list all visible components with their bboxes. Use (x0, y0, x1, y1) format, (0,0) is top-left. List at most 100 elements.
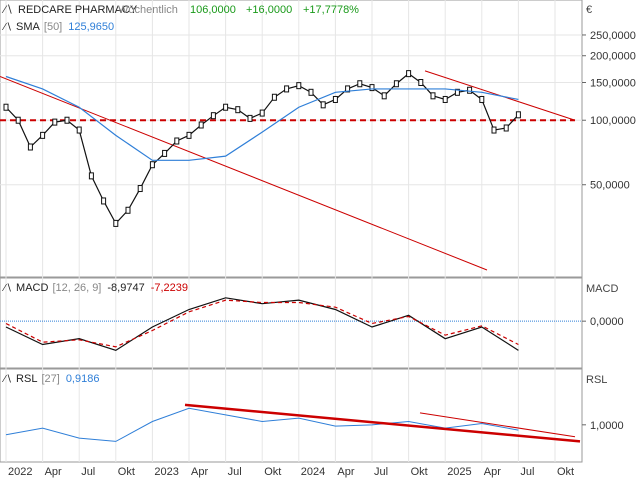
price-candle (418, 79, 424, 87)
x-tick-label: 2022 (8, 466, 32, 478)
price-candle (357, 80, 363, 88)
x-tick-label: Apr (45, 466, 62, 478)
price-candle (271, 93, 277, 101)
price-candle (259, 109, 265, 117)
x-tick-label: Okt (411, 466, 428, 478)
price-candle (235, 106, 241, 114)
svg-text:⁄∖RSL[27]0,9186: ⁄∖ RSL [27] 0,9186 (1, 373, 99, 385)
macd-axis-title: MACD (586, 283, 618, 295)
currency-symbol: € (586, 4, 592, 16)
price-candle (430, 92, 436, 100)
x-tick-label: Jul (520, 466, 534, 478)
price-candle (40, 131, 46, 139)
price-candle (345, 85, 351, 93)
price-candle (308, 88, 314, 96)
rsl-param: [27] (41, 373, 59, 385)
price-candle (503, 124, 509, 132)
grid-lines (0, 0, 582, 462)
price-candle (125, 206, 131, 214)
rsl-title: RSL (16, 373, 37, 385)
macd-legend: ⁄∖ MACD [12, 26, 9] -8,9747 -7,2239 MACD (1, 282, 618, 295)
rsl-line (5, 407, 519, 442)
price-candle (174, 137, 180, 145)
x-tick-label: Jul (81, 466, 95, 478)
rsl-legend: ⁄∖ RSL [27] 0,9186 RSL (1, 373, 607, 386)
price-candle (186, 131, 192, 139)
sma-param: [50] (44, 21, 62, 33)
macd-tick-label: 0,0000 (590, 316, 624, 328)
macd-layer (0, 297, 582, 351)
price-candle (320, 101, 326, 109)
price-candle (137, 185, 143, 193)
price-candle (113, 219, 119, 227)
sma-icon: ⁄∖ (1, 22, 12, 33)
x-tick-label: Apr (191, 466, 208, 478)
price-candle (210, 112, 216, 120)
period-label: Wöchentlich (118, 4, 178, 16)
price-candle (27, 143, 33, 151)
price-tick-label: 100,0000 (590, 115, 636, 127)
macd-value: -8,9747 (107, 282, 144, 294)
price-candle (332, 95, 338, 103)
chart-icon: ⁄∖ (1, 4, 13, 16)
price-candle (467, 86, 473, 94)
x-tick-label: 2023 (154, 466, 178, 478)
price-candle (296, 82, 302, 90)
rsl-trendline (184, 403, 581, 443)
price-candle (88, 172, 94, 180)
last-price: 106,0000 (190, 4, 236, 16)
rsl-tick-label: 1,0000 (590, 420, 624, 432)
price-candle (162, 149, 168, 157)
macd-signal-value: -7,2239 (151, 282, 188, 294)
price-candle (52, 118, 58, 126)
price-candle (284, 85, 290, 93)
x-tick-label: Okt (557, 466, 574, 478)
price-panel-bg (0, 0, 583, 278)
price-candle (442, 95, 448, 103)
price-candle (223, 103, 229, 111)
x-tick-label: 2024 (301, 466, 325, 478)
macd-title: MACD (16, 282, 48, 294)
price-candle (406, 70, 412, 78)
price-candle (15, 116, 21, 124)
price-candle (454, 88, 460, 96)
price-tick-label: 200,0000 (590, 51, 636, 63)
change-abs: +16,0000 (246, 4, 292, 16)
sma-value: 125,9650 (68, 21, 114, 33)
price-candle (381, 92, 387, 100)
x-tick-label: Apr (484, 466, 501, 478)
rsl-value: 0,9186 (66, 373, 100, 385)
price-candle (101, 197, 107, 205)
macd-panel-bg (0, 277, 583, 369)
sma-line (5, 75, 519, 161)
sma-name: SMA (16, 21, 41, 33)
rsl-icon: ⁄∖ (1, 374, 12, 385)
price-candle (247, 114, 253, 122)
x-tick-label: Okt (264, 466, 281, 478)
price-candle (198, 121, 204, 129)
price-candle (515, 111, 521, 119)
price-candle (3, 103, 9, 111)
macd-icon: ⁄∖ (1, 283, 12, 294)
change-pct: +17,7778% (303, 4, 359, 16)
rsl-upper-trendline (419, 412, 576, 438)
macd-param: [12, 26, 9] (52, 282, 101, 294)
x-tick-label: 2025 (447, 466, 471, 478)
price-layer (0, 70, 576, 271)
rsl-axis-title: RSL (586, 374, 607, 386)
axis-layer: 2022 Apr Jul Okt 2023 Apr Jul Okt 2024 Apr Jul Okt 2… (8, 30, 636, 478)
price-candle (76, 126, 82, 134)
price-tick-label: 50,0000 (590, 180, 630, 192)
price-candle (369, 84, 375, 92)
rsl-layer (5, 403, 581, 443)
price-legend: ⁄∖ REDCARE PHARMACY Wöchentlich 106,0000… (1, 4, 592, 33)
sma-label: ⁄∖ SMA [50] 125,9650 (1, 21, 114, 33)
price-candle (64, 116, 70, 124)
price-candle (479, 95, 485, 103)
macd-line (5, 297, 519, 351)
price-candle (149, 161, 155, 169)
svg-text:⁄∖MACD[12, 26, 9]-8,9747-7,223: ⁄∖ MACD [12, 26, 9] -8,9747 -7,2239 (1, 282, 188, 294)
price-tick-label: 250,0000 (590, 30, 636, 42)
x-tick-label: Apr (337, 466, 354, 478)
